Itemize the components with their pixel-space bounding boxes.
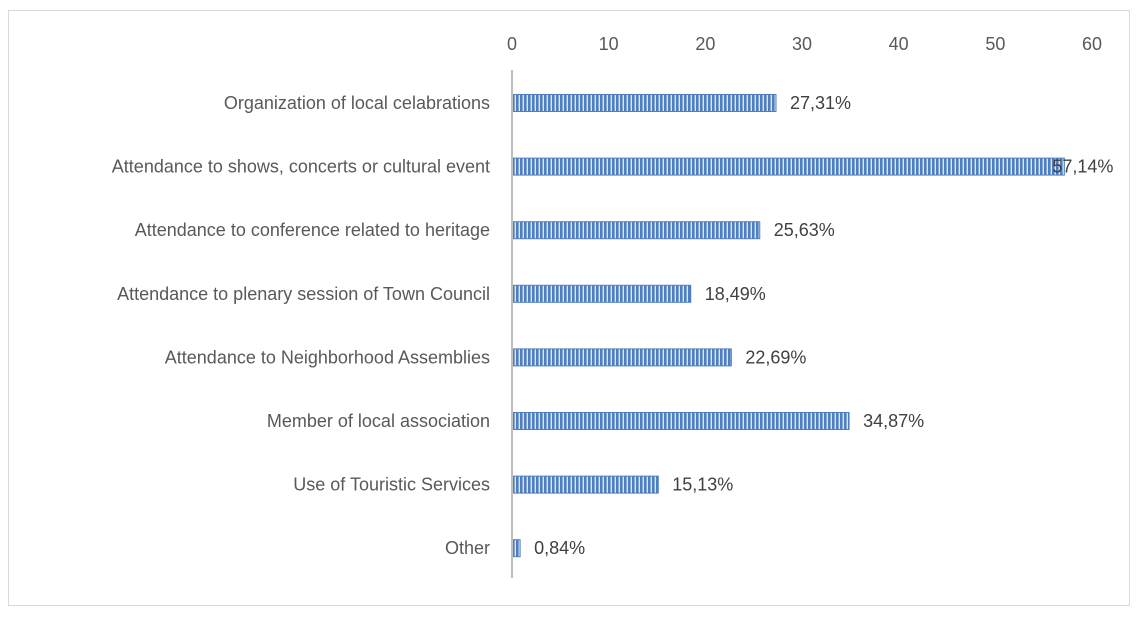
bar (512, 157, 1065, 176)
bars (512, 94, 1065, 558)
data-label: 27,31% (790, 93, 851, 113)
category-label: Attendance to conference related to heri… (135, 220, 490, 240)
data-label: 0,84% (534, 538, 585, 558)
bar (512, 539, 521, 558)
category-label: Member of local association (267, 411, 490, 431)
x-tick-label: 50 (985, 34, 1005, 54)
x-axis-ticks: 0 10 20 30 40 50 60 (507, 34, 1102, 54)
x-tick-label: 30 (792, 34, 812, 54)
bar (512, 284, 692, 303)
category-label: Use of Touristic Services (293, 475, 490, 495)
bar (512, 412, 850, 430)
x-tick-label: 40 (889, 34, 909, 54)
category-label: Organization of local celabrations (224, 93, 490, 113)
x-tick-label: 20 (695, 34, 715, 54)
bar (512, 348, 732, 367)
category-label: Attendance to plenary session of Town Co… (117, 284, 490, 304)
category-labels: Organization of local celabrations Attend… (112, 93, 490, 558)
x-tick-label: 10 (599, 34, 619, 54)
bar (512, 475, 659, 494)
data-label: 25,63% (774, 220, 835, 240)
bar (512, 94, 777, 112)
data-label: 22,69% (745, 347, 806, 367)
bar (512, 221, 761, 240)
category-label: Attendance to shows, concerts or cultura… (112, 157, 490, 177)
data-labels: 27,31% 57,14% 25,63% 18,49% 22,69% 34,87% 15,1… (534, 93, 1113, 558)
category-label: Other (445, 538, 490, 558)
data-label: 15,13% (672, 475, 733, 495)
data-label: 57,14% (1052, 157, 1113, 177)
x-tick-label: 0 (507, 34, 517, 54)
data-label: 34,87% (863, 411, 924, 431)
x-tick-label: 60 (1082, 34, 1102, 54)
category-label: Attendance to Neighborhood Assemblies (165, 347, 490, 367)
data-label: 18,49% (705, 284, 766, 304)
